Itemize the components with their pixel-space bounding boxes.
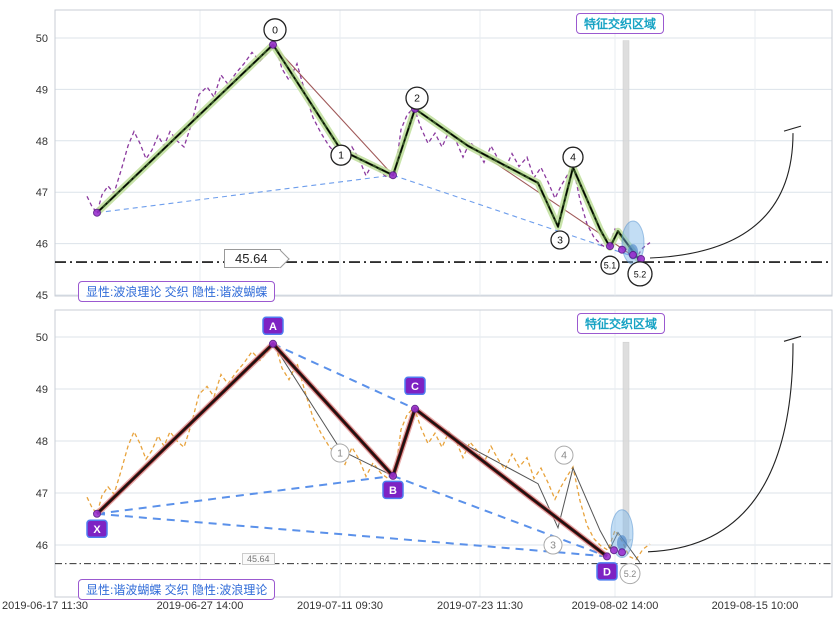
svg-text:5.2: 5.2 [624, 569, 637, 579]
svg-text:A: A [269, 321, 277, 333]
svg-text:48: 48 [36, 136, 48, 148]
svg-text:2019-06-27 14:00: 2019-06-27 14:00 [157, 600, 244, 612]
svg-text:X: X [93, 524, 101, 536]
wave-marks-harmonic-panel: 1 3 4 5.2 [330, 443, 641, 585]
pivot-dots-wave-panel [93, 40, 645, 263]
svg-text:3: 3 [557, 235, 563, 247]
blue-dashed-lines-harmonic-panel [96, 342, 608, 558]
svg-text:2019-08-02 14:00: 2019-08-02 14:00 [572, 600, 659, 612]
harmonic-thick-lines [94, 340, 609, 559]
svg-text:2019-08-15 10:00: 2019-08-15 10:00 [712, 600, 799, 612]
harmonic-thin-lines [96, 43, 634, 257]
projection-curve-wave-panel [649, 125, 802, 259]
blue-dashed-lines-wave-panel [96, 174, 634, 257]
feature-region-label-bottom: 特征交织区域 [577, 313, 666, 334]
svg-text:49: 49 [36, 384, 48, 396]
svg-text:D: D [603, 566, 611, 578]
svg-text:1: 1 [338, 150, 344, 162]
svg-text:1: 1 [337, 448, 343, 460]
wave-zigzag [94, 41, 643, 264]
svg-text:3: 3 [550, 540, 556, 552]
x-axis-labels: 2019-06-17 11:30 2019-06-27 14:00 2019-07-… [2, 600, 798, 612]
svg-text:0: 0 [272, 24, 278, 36]
y-axis-labels-wave-panel: 45 46 47 48 49 50 [36, 33, 48, 302]
svg-text:B: B [389, 485, 397, 497]
svg-text:49: 49 [36, 84, 48, 96]
svg-text:50: 50 [36, 33, 48, 45]
svg-text:4: 4 [570, 152, 576, 164]
svg-text:2019-07-11 09:30: 2019-07-11 09:30 [297, 600, 383, 612]
svg-text:5.2: 5.2 [634, 269, 647, 279]
svg-text:2019-06-17 11:30: 2019-06-17 11:30 [2, 600, 88, 612]
gridlines-wave-panel [54, 9, 833, 297]
svg-text:46: 46 [36, 540, 48, 552]
projection-curve-harmonic-panel [647, 335, 802, 553]
svg-text:47: 47 [36, 488, 48, 500]
y-axis-labels-harmonic-panel: 46 47 48 49 50 [36, 332, 48, 552]
price-tag-45-64: 45.64 [224, 249, 281, 268]
price-tag-small-45-64: 45.64 [242, 553, 275, 565]
svg-text:47: 47 [36, 187, 48, 199]
svg-text:45: 45 [36, 290, 48, 302]
convergence-ellipse-harmonic-panel [610, 509, 634, 558]
legend-label-top: 显性:波浪理论 交织 隐性:谐波蝴蝶 [78, 281, 276, 302]
wave-marks-wave-panel: 0 1 2 3 4 5.1 5.2 [263, 18, 653, 287]
svg-text:C: C [411, 381, 419, 393]
svg-text:46: 46 [36, 239, 48, 251]
svg-text:5.1: 5.1 [604, 261, 617, 271]
svg-text:2019-07-23 11:30: 2019-07-23 11:30 [437, 600, 523, 612]
harmonic-point-labels-harmonic-panel: X A B C D [86, 316, 618, 581]
svg-text:2: 2 [414, 93, 420, 105]
legend-label-bottom: 显性:谐波蝴蝶 交织 隐性:波浪理论 [78, 579, 276, 600]
price-line-harmonic-panel [86, 342, 651, 561]
svg-text:4: 4 [561, 450, 567, 462]
gridlines-harmonic-panel [54, 309, 833, 598]
price-line-wave-panel [86, 43, 651, 259]
feature-region-label-top: 特征交织区域 [576, 13, 665, 34]
svg-text:50: 50 [36, 332, 48, 344]
pivot-dots-harmonic-panel [93, 339, 626, 561]
svg-text:48: 48 [36, 436, 48, 448]
